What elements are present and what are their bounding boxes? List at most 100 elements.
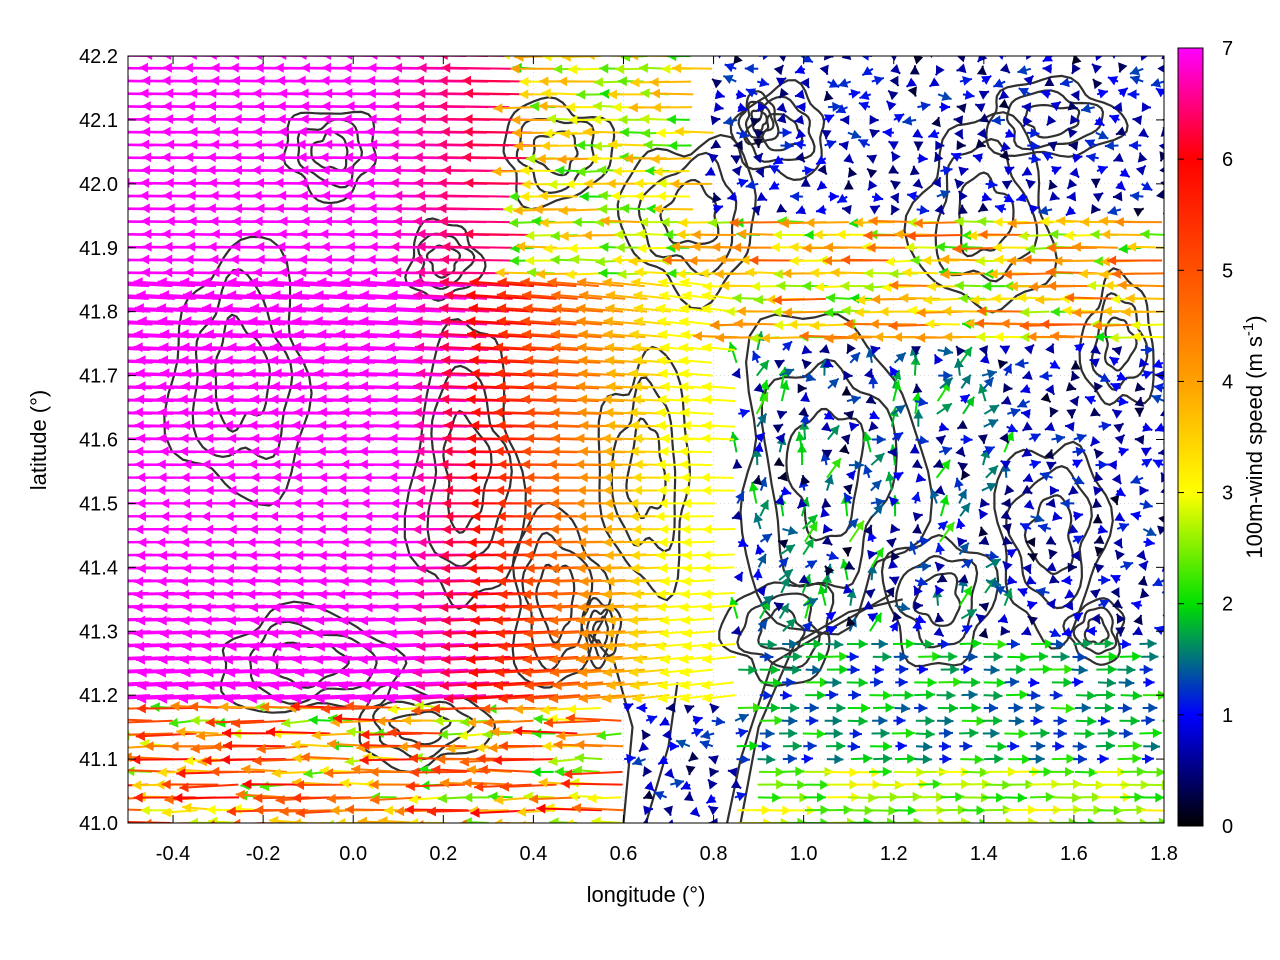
- wind-arrow-head: [378, 816, 388, 823]
- wind-arrow-head: [575, 739, 585, 750]
- wind-arrow-head: [633, 316, 644, 327]
- contour-line: [388, 710, 452, 746]
- wind-arrow-head: [1004, 484, 1015, 495]
- wind-arrow-head: [1132, 740, 1142, 751]
- wind-arrow-head: [798, 574, 810, 584]
- wind-arrow-head: [733, 318, 743, 329]
- wind-arrow-head: [100, 794, 109, 804]
- wind-arrow-head: [393, 190, 403, 201]
- wind-arrow-head: [1029, 677, 1040, 688]
- wind-arrow-head: [957, 462, 969, 472]
- wind-arrow-head: [90, 603, 99, 613]
- wind-arrow-head: [72, 152, 81, 162]
- wind-arrow-shaft: [1140, 809, 1164, 812]
- wind-arrow-head: [441, 524, 451, 535]
- wind-arrow-head: [839, 664, 849, 675]
- wind-arrow-head: [656, 191, 666, 202]
- wind-arrow-head: [204, 550, 214, 561]
- wind-arrow-head: [865, 394, 876, 404]
- wind-arrow-head: [132, 780, 142, 791]
- wind-arrow-head: [732, 242, 742, 253]
- wind-arrow-head: [605, 420, 616, 431]
- wind-arrow-head: [1003, 588, 1013, 599]
- wind-arrow-head: [343, 177, 353, 188]
- wind-arrow-head: [834, 639, 844, 650]
- contour-line: [903, 111, 1058, 314]
- wind-arrow-head: [204, 407, 214, 418]
- wind-arrow-head: [413, 381, 423, 392]
- wind-arrow-shaft: [128, 282, 173, 288]
- wind-arrow-head: [291, 446, 301, 457]
- wind-arrow-head: [955, 446, 965, 457]
- wind-arrow-head: [896, 715, 906, 726]
- wind-arrow-head: [632, 381, 643, 392]
- wind-arrow-head: [659, 628, 669, 639]
- wind-arrow-head: [707, 217, 718, 228]
- wind-arrow-head: [66, 511, 75, 521]
- wind-arrow-head: [359, 368, 369, 379]
- wind-arrow-head: [46, 564, 55, 574]
- wind-arrow-head: [983, 377, 994, 388]
- wind-arrow-head: [809, 715, 819, 726]
- wind-arrow-head: [157, 615, 167, 626]
- wind-arrow-head: [117, 165, 126, 175]
- wind-arrow-shaft: [415, 655, 489, 661]
- wind-arrow-head: [802, 359, 812, 370]
- wind-arrow-head: [702, 654, 712, 665]
- wind-arrow-head: [797, 779, 807, 790]
- wind-arrow-head: [549, 628, 559, 639]
- wind-arrow-head: [899, 602, 910, 612]
- wind-arrow-head: [293, 407, 303, 418]
- wind-arrow-head: [1064, 292, 1075, 303]
- wind-arrow-head: [658, 563, 668, 574]
- wind-arrow-head: [909, 444, 920, 454]
- wind-arrow-head: [1152, 577, 1163, 587]
- wind-arrow-head: [300, 752, 310, 763]
- wind-arrow-head: [1001, 395, 1012, 405]
- wind-arrow-head: [692, 331, 703, 342]
- wind-arrow-head: [1158, 817, 1164, 823]
- wind-arrow-head: [1085, 395, 1096, 405]
- wind-arrow-head: [437, 267, 447, 278]
- wind-arrow-head: [578, 368, 588, 379]
- wind-arrow-head: [52, 267, 61, 277]
- wind-arrow-head: [443, 589, 454, 600]
- wind-arrow-head: [255, 241, 265, 252]
- wind-arrow-head: [789, 255, 799, 266]
- wind-arrow-head: [340, 667, 350, 678]
- wind-arrow-head: [116, 267, 125, 277]
- wind-arrow-head: [761, 533, 772, 544]
- wind-arrow-head: [604, 602, 615, 613]
- wind-arrow-head: [1158, 515, 1164, 523]
- wind-arrow-head: [136, 563, 146, 574]
- wind-arrow-head: [558, 205, 568, 216]
- wind-arrow-head: [998, 613, 1009, 624]
- wind-arrow-head: [804, 538, 814, 549]
- wind-arrow-head: [292, 303, 303, 314]
- wind-arrow-head: [792, 664, 802, 675]
- wind-arrow-head: [1049, 331, 1060, 342]
- wind-arrow-head: [89, 342, 98, 352]
- wind-arrow-head: [496, 602, 506, 613]
- wind-arrow-head: [816, 204, 826, 215]
- wind-arrow-head: [988, 404, 1000, 414]
- wind-arrow-shaft: [444, 694, 513, 701]
- wind-arrow-head: [1163, 434, 1164, 445]
- wind-arrow-head: [632, 693, 642, 704]
- wind-arrow-head: [246, 290, 256, 301]
- wind-arrow-head: [137, 693, 147, 704]
- wind-arrow-head: [525, 563, 535, 574]
- wind-arrow-head: [202, 303, 212, 314]
- wind-arrow-head: [888, 320, 898, 331]
- wind-arrow-head: [632, 355, 643, 366]
- wind-arrow-head: [270, 667, 281, 678]
- wind-arrow-head: [869, 205, 880, 215]
- wind-arrow-head: [291, 433, 301, 444]
- wind-arrow-head: [643, 766, 653, 777]
- wind-arrow-head: [976, 306, 986, 317]
- wind-arrow-head: [439, 329, 449, 340]
- wind-arrow-head: [337, 420, 347, 431]
- wind-arrow-head: [1057, 715, 1067, 726]
- wind-arrow-head: [942, 306, 952, 317]
- wind-arrow-head: [1018, 728, 1028, 739]
